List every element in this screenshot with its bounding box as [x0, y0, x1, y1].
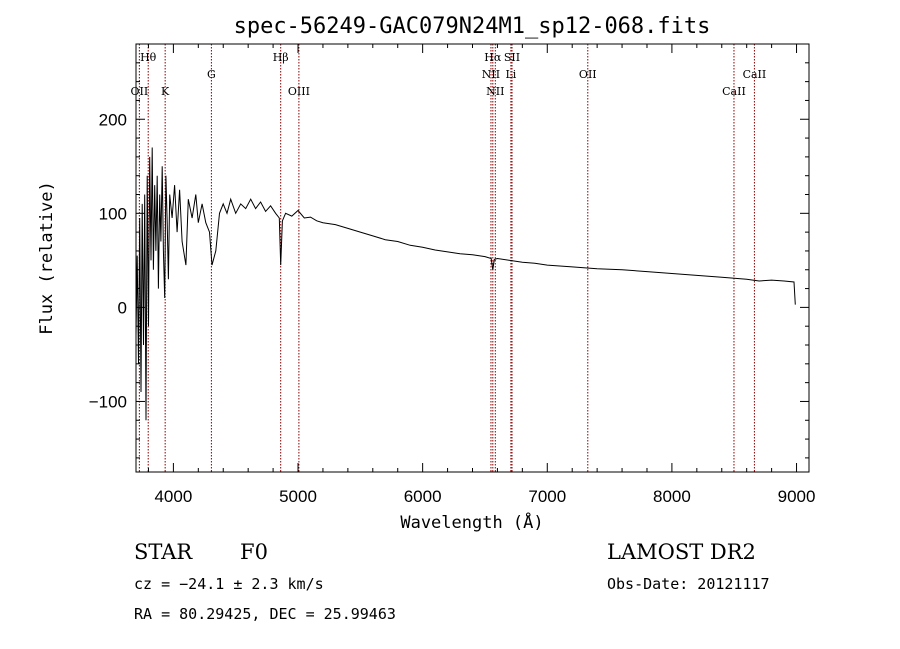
survey-name: LAMOST DR2: [607, 540, 756, 564]
spectral-line-label: NII: [486, 85, 504, 98]
x-tick-label: 8000: [653, 487, 691, 506]
spectral-line-label: Li: [505, 68, 516, 81]
spectral-line-label: CaII: [722, 85, 746, 98]
chart-title: spec-56249-GAC079N24M1_sp12-068.fits: [234, 14, 711, 39]
spectral-line-label: Hθ: [140, 51, 157, 64]
spectral-line-label: K: [161, 85, 170, 98]
object-class: STAR: [134, 540, 193, 564]
x-tick-label: 4000: [154, 487, 192, 506]
spectral-line-label: SII: [504, 51, 520, 64]
coordinates-text: RA = 80.29425, DEC = 25.99463: [134, 605, 396, 623]
spectral-line-label: OIII: [288, 85, 310, 98]
y-tick-label: −100: [89, 392, 127, 411]
y-axis-label: Flux (relative): [37, 181, 57, 335]
y-axis-ticks: −100 0 100 200: [89, 62, 809, 459]
x-tick-label: 7000: [528, 487, 566, 506]
spectral-line-label: OII: [579, 68, 597, 81]
object-subclass: F0: [240, 540, 268, 564]
spectral-line-label: NII: [482, 68, 500, 81]
y-tick-label: 200: [99, 110, 127, 129]
spectral-line-label: G: [207, 68, 216, 81]
x-axis-label: Wavelength (Å): [400, 511, 543, 533]
spectral-line-label: OII: [131, 85, 149, 98]
spectral-line-label: CaII: [743, 68, 767, 81]
x-tick-label: 6000: [404, 487, 442, 506]
spectrum-series-line: [135, 147, 796, 421]
spectral-line-markers: [138, 44, 755, 472]
redshift-text: cz = −24.1 ± 2.3 km/s: [134, 575, 324, 593]
x-tick-label: 9000: [778, 487, 816, 506]
spectral-line-label: Hβ: [273, 51, 289, 64]
x-tick-label: 5000: [279, 487, 317, 506]
x-axis-ticks: 4000 5000 6000 7000 8000 9000: [147, 44, 816, 506]
y-tick-label: 0: [118, 298, 127, 317]
obs-date-text: Obs-Date: 20121117: [607, 575, 770, 593]
spectral-line-label: Hα: [484, 51, 502, 64]
plot-frame: [135, 43, 810, 473]
y-tick-label: 100: [99, 204, 127, 223]
